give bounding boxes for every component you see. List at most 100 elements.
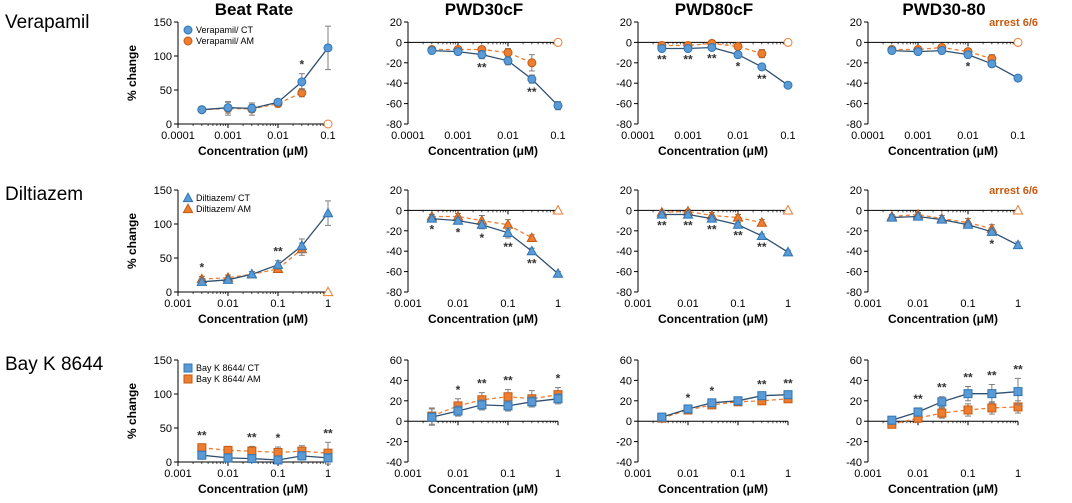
y-tick-label: -40 bbox=[386, 78, 402, 90]
data-point bbox=[197, 443, 207, 453]
data-point bbox=[526, 245, 538, 256]
column-title-beat-rate: Beat Rate bbox=[215, 0, 293, 19]
data-point bbox=[296, 239, 308, 250]
y-tick-label: -20 bbox=[846, 226, 862, 238]
data-point bbox=[937, 46, 947, 56]
series-am bbox=[427, 37, 563, 72]
y-axis-label: % change bbox=[125, 213, 139, 269]
y-tick-label: 0 bbox=[856, 37, 862, 49]
significance-star: ** bbox=[733, 229, 743, 243]
data-point bbox=[962, 218, 974, 229]
arrest-open-marker bbox=[322, 286, 334, 297]
data-point bbox=[1013, 387, 1023, 397]
significance-star: ** bbox=[707, 223, 717, 237]
chart-panel-2-1: 0 50 100 150 0.001 0.01 0.1 1 Concentration (μM)… bbox=[125, 185, 334, 326]
arrest-open-marker bbox=[323, 119, 333, 129]
series-line bbox=[201, 47, 329, 111]
data-point bbox=[783, 80, 793, 90]
significance-star: * bbox=[456, 383, 461, 397]
column-title-pwd30-80: PWD30-80 bbox=[902, 0, 985, 19]
x-tick-label: 0.001 bbox=[164, 468, 192, 480]
series-line bbox=[431, 217, 559, 275]
data-point bbox=[963, 389, 973, 399]
y-tick-label: -20 bbox=[386, 437, 402, 449]
y-tick-label: 50 bbox=[160, 423, 172, 435]
x-tick-label: 0.1 bbox=[1010, 130, 1025, 142]
series-ct bbox=[887, 46, 1023, 83]
y-tick-label: -80 bbox=[616, 119, 632, 131]
y-tick-label: 50 bbox=[160, 85, 172, 97]
chart-panel-3-4: -40 -20 0 20 40 60 0.001 0.01 0.1 1 Concentration … bbox=[846, 355, 1023, 496]
significance-star: * bbox=[276, 431, 281, 445]
y-tick-label: -60 bbox=[386, 99, 402, 111]
series-am bbox=[886, 204, 1024, 234]
data-point bbox=[757, 391, 767, 401]
data-point bbox=[452, 214, 464, 225]
significance-star: ** bbox=[247, 430, 257, 444]
series-line bbox=[661, 46, 789, 86]
legend-marker bbox=[183, 363, 193, 373]
y-tick-label: -20 bbox=[616, 437, 632, 449]
arrest-annotation: arrest 6/6 bbox=[989, 185, 1038, 197]
y-tick-label: 40 bbox=[390, 375, 402, 387]
y-tick-label: -80 bbox=[846, 119, 862, 131]
x-axis-label: Concentration (μM) bbox=[888, 312, 998, 326]
x-tick-label: 0.01 bbox=[907, 298, 928, 310]
x-axis-label: Concentration (μM) bbox=[428, 144, 538, 158]
data-point bbox=[986, 225, 998, 236]
y-tick-label: 20 bbox=[390, 185, 402, 197]
data-point bbox=[683, 44, 693, 54]
y-tick-label: 0 bbox=[396, 416, 402, 428]
y-tick-label: -80 bbox=[616, 287, 632, 299]
y-tick-label: -40 bbox=[616, 457, 632, 469]
series-ct bbox=[886, 210, 1024, 250]
y-tick-label: 100 bbox=[154, 51, 172, 63]
chart-panel-1-3: -80 -60 -40 -20 0 20 0.0001 0.001 0.01 0.1 Concent… bbox=[616, 17, 796, 158]
significance-star: ** bbox=[1013, 362, 1023, 376]
x-tick-label: 0.01 bbox=[447, 298, 468, 310]
significance-star: ** bbox=[273, 245, 283, 259]
data-point bbox=[886, 211, 898, 222]
x-tick-label: 0.01 bbox=[497, 130, 518, 142]
series-am bbox=[197, 441, 333, 465]
x-axis-label: Concentration (μM) bbox=[198, 144, 308, 158]
series-ct bbox=[656, 208, 794, 257]
y-tick-label: 150 bbox=[154, 355, 172, 367]
y-tick-label: -60 bbox=[616, 99, 632, 111]
x-tick-label: 0.01 bbox=[677, 298, 698, 310]
arrest-open-marker bbox=[783, 37, 793, 47]
data-point bbox=[223, 103, 233, 113]
legend-label: Verapamil/ CT bbox=[196, 25, 254, 35]
significance-star: * bbox=[710, 384, 715, 398]
y-tick-label: -20 bbox=[386, 58, 402, 70]
legend-label: Diltiazem/ AM bbox=[196, 204, 251, 214]
data-point bbox=[222, 273, 234, 284]
data-point bbox=[503, 56, 513, 66]
y-tick-label: 20 bbox=[620, 396, 632, 408]
data-point bbox=[987, 59, 997, 69]
x-axis-label: Concentration (μM) bbox=[198, 482, 308, 496]
x-tick-label: 0.1 bbox=[730, 298, 745, 310]
data-point bbox=[936, 213, 948, 224]
legend-label: Bay K 8644/ AM bbox=[196, 374, 261, 384]
y-tick-label: 100 bbox=[154, 219, 172, 231]
arrest-annotation: arrest 6/6 bbox=[989, 17, 1038, 29]
x-tick-label: 0.001 bbox=[904, 130, 932, 142]
y-tick-label: -60 bbox=[386, 267, 402, 279]
row-label-verapamil: Verapamil bbox=[5, 12, 90, 33]
chart-panel-2-3: -80 -60 -40 -20 0 20 0.001 0.01 0.1 1 Concentratio… bbox=[616, 185, 794, 326]
significance-star: ** bbox=[683, 53, 693, 67]
y-tick-label: -20 bbox=[846, 437, 862, 449]
x-tick-label: 0.1 bbox=[550, 130, 565, 142]
y-tick-label: 60 bbox=[850, 355, 862, 367]
data-point bbox=[707, 398, 717, 408]
data-point bbox=[297, 77, 307, 87]
data-point bbox=[427, 412, 437, 422]
x-tick-label: 0.01 bbox=[217, 298, 238, 310]
series-ct bbox=[426, 212, 564, 278]
data-point bbox=[682, 208, 694, 219]
data-point bbox=[527, 74, 537, 84]
data-point bbox=[706, 212, 718, 223]
